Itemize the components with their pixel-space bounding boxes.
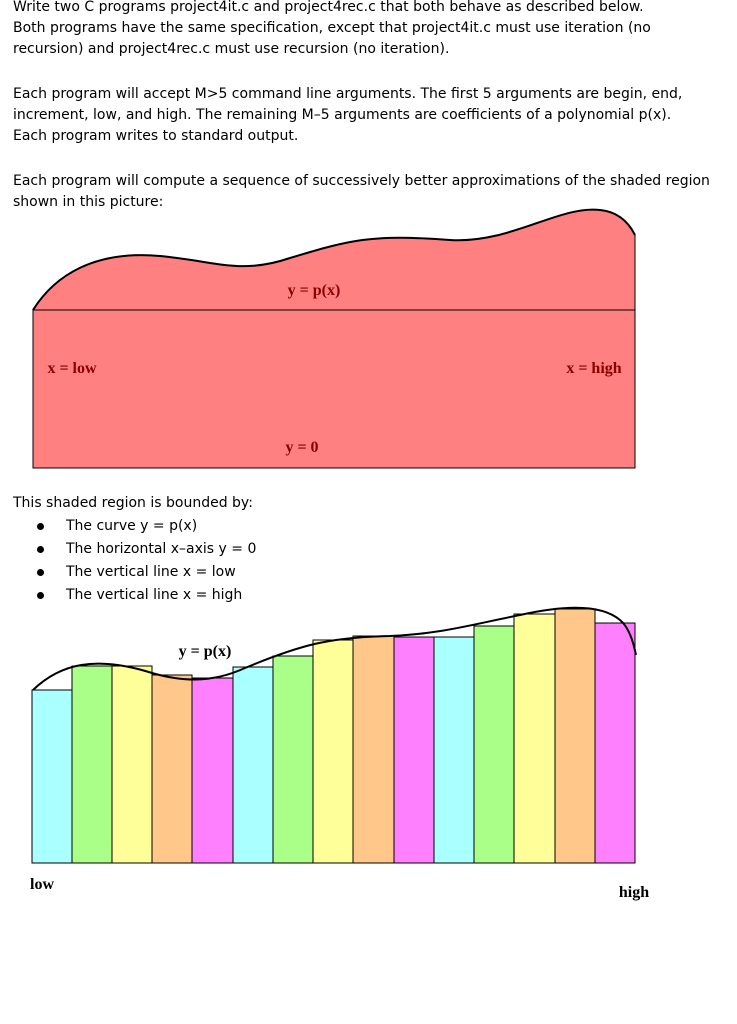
intro-line: Write two C programs project4it.c and pr… [13,0,644,15]
bounds-item: The vertical line x = low [13,561,256,584]
high-bound-label: x = high [566,360,621,377]
bounds-item-text: The vertical line x = high [66,587,243,603]
bounds-intro: This shaded region is bounded by: [13,495,253,511]
riemann-bar [513,613,556,864]
arguments-line: Each program writes to standard output. [13,128,299,144]
riemann-bar [594,622,636,864]
riemann-curve-label: y = p(x) [179,643,232,660]
arguments-line: increment, low, and high. The remaining … [13,107,672,123]
intro-paragraph: Write two C programs project4it.c and pr… [13,0,733,60]
compute-line: shown in this picture: [13,194,164,210]
bounds-item: The vertical line x = high [13,584,256,607]
bounds-item-text: The curve y = p(x) [66,518,198,534]
shaded-region-figure: y = p(x) x = low x = high y = 0 [32,208,636,469]
bullet-icon [37,523,44,530]
riemann-curve-line [32,606,637,691]
bullet-icon [37,592,44,599]
bounds-list: The curve y = p(x) The horizontal x–axis… [13,515,256,607]
riemann-low-label: low [30,876,54,893]
curve-line [32,208,636,311]
riemann-bar [352,635,395,864]
riemann-bar [151,674,193,864]
riemann-figure: y = p(x) low high [30,606,649,901]
bullet-icon [37,569,44,576]
riemann-bar [393,636,435,864]
riemann-bars [31,608,636,864]
intro-line: Both programs have the same specificatio… [13,20,651,36]
bounds-section: This shaded region is bounded by: The cu… [13,492,256,607]
low-bound-label: x = low [47,360,97,377]
compute-paragraph: Each program will compute a sequence of … [13,171,733,213]
bounds-item: The curve y = p(x) [13,515,256,538]
bullet-icon [37,546,44,553]
compute-line: Each program will compute a sequence of … [13,173,710,189]
axis-label: y = 0 [285,439,318,456]
riemann-bar [191,677,234,864]
riemann-bar [473,625,515,864]
bounds-item-text: The horizontal x–axis y = 0 [66,541,257,557]
shaded-region [33,209,635,468]
curve-label: y = p(x) [288,282,341,299]
bounds-item-text: The vertical line x = low [66,564,236,580]
riemann-bar [71,665,113,864]
arguments-paragraph: Each program will accept M>5 command lin… [13,84,733,147]
intro-line: recursion) and project4rec.c must use re… [13,41,450,57]
bounds-item: The horizontal x–axis y = 0 [13,538,256,561]
riemann-bar [111,665,153,864]
riemann-bar [232,666,274,864]
riemann-bar [554,608,596,864]
riemann-high-label: high [619,884,649,901]
riemann-bar [31,689,73,864]
riemann-bar [272,655,314,864]
arguments-line: Each program will accept M>5 command lin… [13,86,683,102]
riemann-bar [312,639,354,864]
riemann-bar [433,636,475,864]
